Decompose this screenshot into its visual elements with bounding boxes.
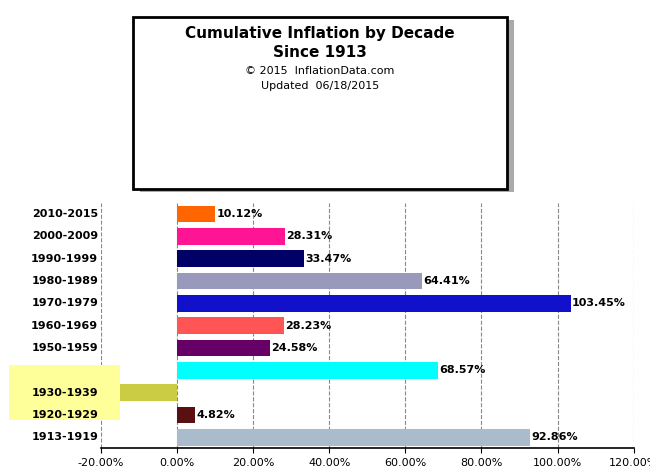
Text: 10.12%: 10.12% xyxy=(216,209,263,219)
Text: Since 1913: Since 1913 xyxy=(273,45,367,60)
Bar xyxy=(177,295,571,312)
Text: © 2015  InflationData.com: © 2015 InflationData.com xyxy=(246,66,395,76)
Text: 1980-1989: 1980-1989 xyxy=(31,276,98,286)
Text: 28.31%: 28.31% xyxy=(286,231,332,242)
Bar xyxy=(177,340,270,356)
Bar xyxy=(177,317,284,334)
Bar xyxy=(177,273,422,289)
Text: -18.60%: -18.60% xyxy=(54,388,105,397)
Text: 4.82%: 4.82% xyxy=(196,410,235,420)
Text: 1920-1929: 1920-1929 xyxy=(31,410,98,420)
Text: 1990-1999: 1990-1999 xyxy=(31,254,98,264)
Text: 64.41%: 64.41% xyxy=(423,276,470,286)
Text: 28.23%: 28.23% xyxy=(285,320,332,331)
Bar xyxy=(106,384,177,401)
Bar xyxy=(177,206,215,222)
Text: 68.57%: 68.57% xyxy=(439,365,486,375)
Bar xyxy=(177,250,304,267)
Bar xyxy=(177,429,530,446)
Text: 1970-1979: 1970-1979 xyxy=(31,298,98,308)
Text: 2000-2009: 2000-2009 xyxy=(32,231,98,242)
Text: 103.45%: 103.45% xyxy=(572,298,626,308)
Text: 1913-1919: 1913-1919 xyxy=(31,432,98,442)
Text: 2010-2015: 2010-2015 xyxy=(32,209,98,219)
Bar xyxy=(177,362,438,379)
Text: Updated  06/18/2015: Updated 06/18/2015 xyxy=(261,81,379,91)
Text: 92.86%: 92.86% xyxy=(532,432,578,442)
Text: Cumulative Inflation by Decade: Cumulative Inflation by Decade xyxy=(185,26,455,41)
Bar xyxy=(177,228,285,245)
Text: 1960-1969: 1960-1969 xyxy=(31,320,98,331)
Text: 33.47%: 33.47% xyxy=(306,254,352,264)
Text: 1950-1959: 1950-1959 xyxy=(31,343,98,353)
Text: 24.58%: 24.58% xyxy=(272,343,318,353)
Text: 1930-1939: 1930-1939 xyxy=(31,388,98,397)
Bar xyxy=(177,406,195,423)
Text: 1940-1949: 1940-1949 xyxy=(31,365,98,375)
